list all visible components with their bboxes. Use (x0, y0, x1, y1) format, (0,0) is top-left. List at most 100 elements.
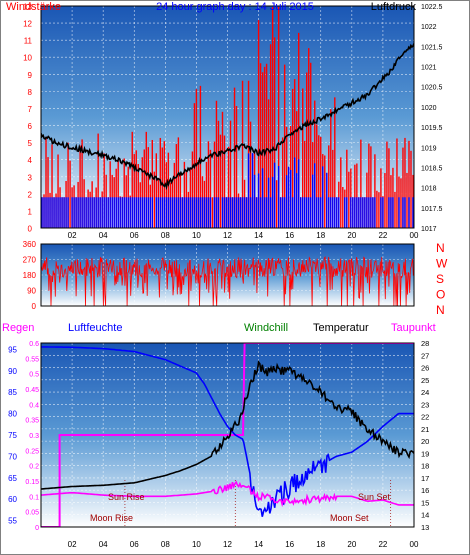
panel3-regen-tick-label: 0.2 (29, 464, 39, 471)
annotation-moon-set: Moon Set (330, 513, 369, 523)
panel1-left-tick-label: 10 (23, 54, 32, 63)
panel1-x-tick-label: 04 (99, 231, 108, 240)
panel2-left-tick-label: 180 (23, 271, 37, 280)
panel1-right-tick-label: 1020 (421, 105, 437, 112)
panel3-regen-tick-label: 0.05 (25, 510, 39, 517)
panel3-temp-tick-label: 21 (421, 425, 429, 434)
panel1-right-tick-label: 1019 (421, 145, 437, 152)
panel1-left-tick-label: 9 (28, 71, 33, 80)
panel3-temp-tick-label: 24 (421, 388, 429, 397)
panel1-left-tick-label: 0 (28, 225, 33, 234)
pressure-line (41, 43, 414, 191)
panel3-humidity-tick-label: 65 (8, 474, 17, 483)
legend-temperatur: Temperatur (313, 322, 369, 334)
panel1-right-tick-label: 1017.5 (421, 206, 443, 213)
panel1-left-tick-label: 13 (23, 3, 32, 12)
legend-regen: Regen (2, 322, 34, 334)
panel2-compass-label: N (436, 241, 445, 255)
legend-taupunkt: Taupunkt (391, 322, 436, 334)
panel1-right-tick-label: 1020.5 (421, 85, 443, 92)
panel3-regen-tick-label: 0.55 (25, 356, 39, 363)
panel3-humidity-tick-label: 95 (8, 345, 17, 354)
panel1-right-tick-label: 1018 (421, 186, 437, 193)
panel2-marks (41, 255, 414, 306)
panel1-axes: 01234567891011121310171017.510181018.510… (23, 3, 442, 241)
panel3-x-tick-label: 20 (347, 540, 356, 549)
panel1-right-tick-label: 1017 (421, 226, 437, 233)
panel2-compass-label: S (436, 272, 444, 286)
panel3-marks (41, 343, 414, 527)
panel1-left-tick-label: 12 (23, 20, 32, 29)
panel3-regen-tick-label: 0.5 (29, 372, 39, 379)
panel1-left-tick-label: 4 (28, 156, 33, 165)
legend-windchill: Windchill (244, 322, 288, 334)
rain-line (41, 343, 414, 527)
panel3-temp-tick-label: 15 (421, 498, 429, 507)
panel3-x-tick-label: 02 (68, 540, 77, 549)
panel3-temp-tick-label: 27 (421, 351, 429, 360)
panel3-x-tick-label: 22 (378, 540, 387, 549)
panel1-x-tick-label: 14 (254, 231, 263, 240)
panel1-x-tick-label: 16 (285, 231, 294, 240)
panel3-x-tick-label: 08 (161, 540, 170, 549)
panel3-temp-tick-label: 22 (421, 413, 429, 422)
panel3-humidity-tick-label: 75 (8, 431, 17, 440)
humidity-line (41, 346, 414, 517)
panel3-regen-tick-label: 0.1 (29, 494, 39, 501)
panel2-left-tick-label: 90 (27, 287, 36, 296)
panel1-left-axis-title: Windstärke (6, 1, 61, 13)
panel2-frame (40, 243, 415, 307)
panel1-right-tick-label: 1022.5 (421, 4, 443, 11)
panel3-x-tick-label: 14 (254, 540, 263, 549)
panel3-x-tick-label: 12 (223, 540, 232, 549)
panel3-x-tick-label: 18 (316, 540, 325, 549)
panel1-x-tick-label: 18 (316, 231, 325, 240)
panel1-right-axis-title: Luftdruck (371, 1, 417, 13)
panel3-temp-tick-label: 19 (421, 449, 429, 458)
panel1-right-tick-label: 1021 (421, 65, 437, 72)
panel1-frame (40, 5, 415, 229)
panel1-x-tick-label: 12 (223, 231, 232, 240)
panel3-humidity-tick-label: 85 (8, 388, 17, 397)
panel1-left-tick-label: 11 (24, 37, 33, 46)
panel3-regen-tick-label: 0.45 (25, 387, 39, 394)
panel1-title: 24 hour graph day : 14 Juli 2015 (156, 1, 314, 13)
panel3-axes: 13 14 15 16 17 18 19 20 21 22 23 24 25 26 27 28 0 0.05 0.1… (8, 339, 429, 549)
panel3-x-tick-label: 10 (192, 540, 201, 549)
panel3-regen-tick-label: 0 (35, 525, 39, 532)
panel3-regen-tick-label: 0.6 (29, 341, 39, 348)
panel1-x-tick-label: 10 (192, 231, 201, 240)
panel3-x-tick-label: 06 (130, 540, 139, 549)
panel3-temp-tick-label: 17 (421, 474, 429, 483)
annotation-sun-set: Sun Set (358, 492, 391, 502)
panel3-temp-tick-label: 18 (421, 462, 429, 471)
panel3-x-tick-label: 00 (410, 540, 419, 549)
panel2-compass-label: W (436, 257, 448, 271)
panel1-left-tick-label: 5 (28, 139, 33, 148)
panel1-marks (41, 6, 414, 228)
panel1-right-tick-label: 1021.5 (421, 44, 443, 51)
panel3-temp-tick-label: 28 (421, 339, 429, 348)
panel3-humidity-tick-label: 90 (8, 367, 17, 376)
panel3-temp-tick-label: 14 (421, 511, 429, 520)
panel1-left-tick-label: 7 (28, 105, 33, 114)
wind-direction-line (41, 255, 414, 306)
panel3-temp-tick-label: 20 (421, 437, 429, 446)
annotation-moon-rise: Moon Rise (90, 513, 133, 523)
panel3-regen-tick-label: 0.3 (29, 433, 39, 440)
panel1-right-tick-label: 1018.5 (421, 165, 443, 172)
panel2-left-tick-label: 0 (32, 302, 37, 311)
panel1-left-tick-label: 8 (28, 88, 33, 97)
panel1-x-tick-label: 02 (68, 231, 77, 240)
panel3-temp-tick-label: 16 (421, 486, 429, 495)
panel3-temp-tick-label: 26 (421, 364, 429, 373)
temperature-line (41, 360, 414, 490)
panel2-compass-label: N (436, 303, 445, 317)
panel1-left-tick-label: 6 (28, 122, 33, 131)
panel1-x-tick-label: 22 (378, 231, 387, 240)
dewpoint-line (41, 480, 414, 508)
panel1-x-tick-label: 00 (410, 231, 419, 240)
legend-luftfeuchte: Luftfeuchte (68, 322, 122, 334)
panel3-regen-tick-label: 0.15 (25, 479, 39, 486)
